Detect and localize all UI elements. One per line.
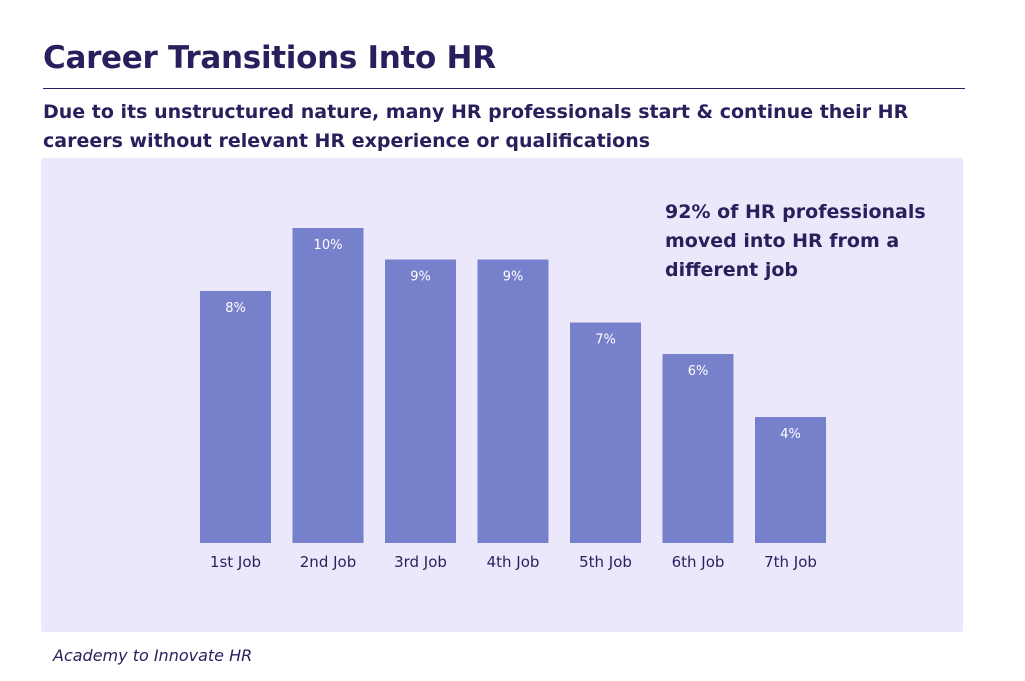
title-divider [43, 88, 965, 89]
x-tick-label: 4th Job [487, 553, 540, 571]
x-tick-label: 2nd Job [300, 553, 356, 571]
bar-value-label: 8% [225, 301, 246, 316]
callout-annotation: 92% of HR professionals moved into HR fr… [665, 201, 926, 281]
x-tick-label: 1st Job [210, 553, 261, 571]
bar-1 [200, 291, 271, 543]
x-tick-label: 7th Job [764, 553, 817, 571]
bar-2 [292, 228, 364, 543]
chart-title: Career Transitions Into HR [43, 40, 496, 76]
bar-value-label: 4% [780, 427, 801, 442]
bar-value-label: 10% [314, 238, 343, 253]
chart-subtitle: Due to its unstructured nature, many HR … [43, 101, 909, 152]
bar-4 [477, 259, 549, 543]
bar-3 [385, 259, 456, 543]
bar-value-label: 7% [595, 333, 616, 348]
bar-6 [662, 354, 734, 543]
x-tick-label: 5th Job [579, 553, 632, 571]
source-credit: Academy to Innovate HR [53, 646, 253, 665]
x-tick-label: 3rd Job [394, 553, 447, 571]
bar-5 [570, 322, 641, 543]
bar-value-label: 6% [688, 364, 709, 379]
bar-value-label: 9% [503, 270, 524, 285]
bar-value-label: 9% [410, 270, 431, 285]
bar-7 [755, 417, 826, 543]
x-tick-label: 6th Job [672, 553, 725, 571]
